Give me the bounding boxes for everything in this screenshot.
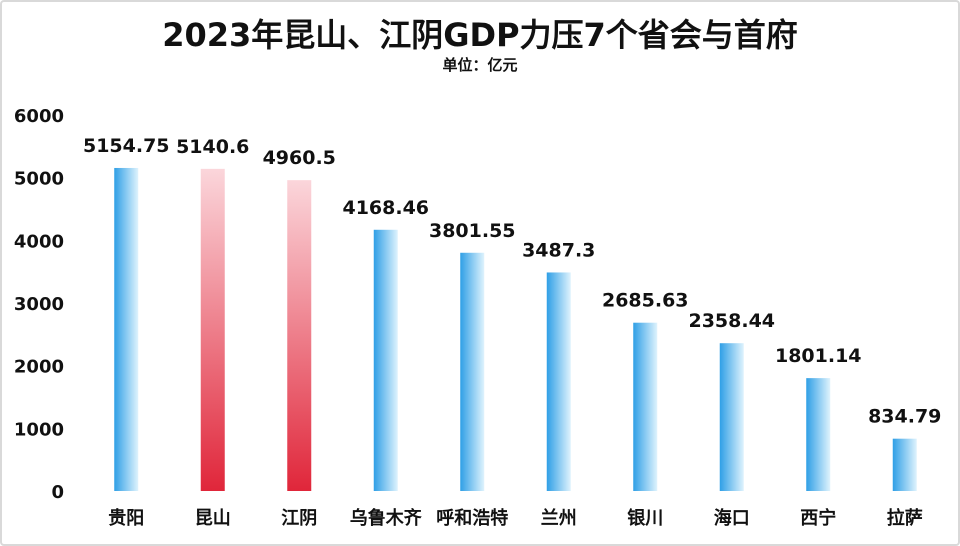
x-tick-label: 银川 <box>627 507 663 529</box>
data-label: 5140.6 <box>176 136 249 158</box>
y-tick-label: 1000 <box>14 419 64 440</box>
x-tick-label: 兰州 <box>541 507 577 529</box>
y-tick-label: 5000 <box>14 169 64 190</box>
x-tick-label: 江阴 <box>281 508 317 529</box>
chart-subtitle: 单位：亿元 <box>442 56 518 74</box>
bar <box>546 272 571 491</box>
y-tick-label: 0 <box>51 482 64 503</box>
bar <box>892 438 917 491</box>
y-tick-label: 3000 <box>14 294 64 315</box>
y-tick-label: 4000 <box>14 231 64 252</box>
data-label: 1801.14 <box>775 345 862 367</box>
x-tick-label: 昆山 <box>195 508 231 529</box>
data-label: 3801.55 <box>429 220 516 242</box>
y-tick-label: 6000 <box>14 106 64 127</box>
bar <box>200 168 225 492</box>
bar <box>806 378 831 491</box>
bar <box>287 180 312 491</box>
chart-title: 2023年昆山、江阴GDP力压7个省会与首府 <box>162 16 798 54</box>
bar <box>719 343 744 491</box>
x-tick-label: 西宁 <box>800 507 836 529</box>
x-tick-label: 海口 <box>714 507 750 529</box>
x-tick-label: 乌鲁木齐 <box>350 507 423 529</box>
x-tick-label: 拉萨 <box>887 507 923 529</box>
bar <box>114 167 139 491</box>
data-label: 3487.3 <box>522 239 595 261</box>
data-label: 4168.46 <box>342 197 429 219</box>
data-label: 2685.63 <box>602 290 689 312</box>
data-label: 834.79 <box>868 406 941 428</box>
data-label: 2358.44 <box>688 310 775 332</box>
x-tick-label: 贵阳 <box>108 508 144 529</box>
bar <box>633 322 658 491</box>
bar <box>373 229 398 492</box>
data-label: 5154.75 <box>83 135 170 157</box>
data-label: 4960.5 <box>263 147 336 169</box>
y-tick-label: 2000 <box>14 357 64 378</box>
x-tick-label: 呼和浩特 <box>436 507 508 529</box>
bar <box>460 252 485 491</box>
